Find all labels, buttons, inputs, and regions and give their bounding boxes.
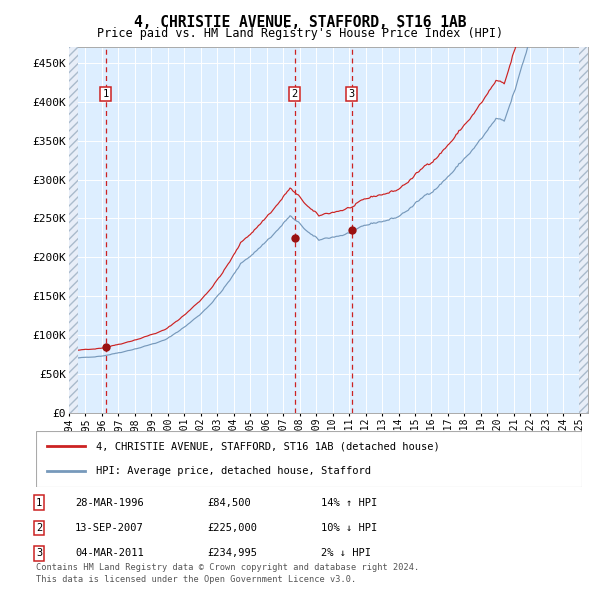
Text: 14% ↑ HPI: 14% ↑ HPI: [321, 498, 377, 507]
Text: HPI: Average price, detached house, Stafford: HPI: Average price, detached house, Staf…: [96, 466, 371, 476]
Bar: [579, 47, 588, 413]
Text: 04-MAR-2011: 04-MAR-2011: [75, 549, 144, 558]
FancyBboxPatch shape: [36, 431, 582, 487]
Text: 28-MAR-1996: 28-MAR-1996: [75, 498, 144, 507]
Bar: [69, 47, 78, 413]
Text: This data is licensed under the Open Government Licence v3.0.: This data is licensed under the Open Gov…: [36, 575, 356, 584]
Text: 2: 2: [36, 523, 42, 533]
Text: £84,500: £84,500: [207, 498, 251, 507]
Text: Price paid vs. HM Land Registry's House Price Index (HPI): Price paid vs. HM Land Registry's House …: [97, 27, 503, 40]
Text: 1: 1: [36, 498, 42, 507]
Text: 10% ↓ HPI: 10% ↓ HPI: [321, 523, 377, 533]
Text: 13-SEP-2007: 13-SEP-2007: [75, 523, 144, 533]
Text: 2% ↓ HPI: 2% ↓ HPI: [321, 549, 371, 558]
Text: 4, CHRISTIE AVENUE, STAFFORD, ST16 1AB (detached house): 4, CHRISTIE AVENUE, STAFFORD, ST16 1AB (…: [96, 441, 440, 451]
Text: 3: 3: [36, 549, 42, 558]
Text: £234,995: £234,995: [207, 549, 257, 558]
Text: 4, CHRISTIE AVENUE, STAFFORD, ST16 1AB: 4, CHRISTIE AVENUE, STAFFORD, ST16 1AB: [134, 15, 466, 30]
Text: 2: 2: [292, 89, 298, 99]
Text: £225,000: £225,000: [207, 523, 257, 533]
Text: 3: 3: [349, 89, 355, 99]
Text: Contains HM Land Registry data © Crown copyright and database right 2024.: Contains HM Land Registry data © Crown c…: [36, 563, 419, 572]
Text: 1: 1: [103, 89, 109, 99]
